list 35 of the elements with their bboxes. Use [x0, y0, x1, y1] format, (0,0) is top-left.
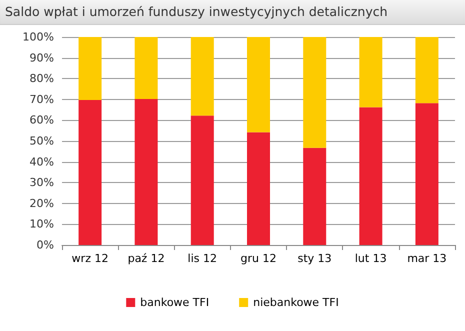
y-tick-label: 70%: [30, 92, 54, 106]
y-tick-label: 90%: [30, 51, 54, 64]
bar: [359, 37, 382, 108]
bar: [134, 37, 158, 99]
bar: [415, 37, 438, 104]
x-tick-label: gru 12: [240, 252, 276, 265]
y-tick-label: 20%: [30, 196, 54, 210]
bar: [415, 103, 438, 245]
bar: [359, 107, 382, 245]
bar: [78, 37, 102, 100]
bar: [247, 37, 270, 132]
y-tick-label: 40%: [30, 155, 54, 168]
y-tick-label: 10%: [30, 218, 54, 231]
legend-label: niebankowe TFI: [253, 296, 339, 309]
bar: [190, 37, 214, 116]
y-tick-label: 100%: [22, 30, 54, 44]
x-tick-label: paź 12: [128, 252, 165, 265]
x-tick-label: mar 13: [407, 252, 447, 265]
y-tick-label: 0%: [36, 238, 54, 252]
chart-title: Saldo wpłat i umorzeń funduszy inwestycyjnych detalicznych: [0, 0, 465, 25]
bar: [247, 132, 270, 245]
y-tick-label: 60%: [30, 114, 54, 127]
legend-label: bankowe TFI: [140, 296, 210, 309]
bar: [78, 100, 102, 245]
bar: [303, 148, 326, 245]
x-tick-label: wrz 12: [72, 252, 108, 265]
x-tick-label: lis 12: [188, 252, 218, 265]
y-tick-label: 50%: [30, 134, 54, 148]
bar: [134, 98, 158, 245]
x-tick-label: sty 13: [298, 252, 332, 265]
y-tick-label: 30%: [30, 176, 54, 190]
bar: [190, 116, 214, 245]
x-tick-label: lut 13: [354, 252, 387, 265]
bar: [303, 37, 326, 148]
y-tick-label: 80%: [30, 72, 54, 86]
